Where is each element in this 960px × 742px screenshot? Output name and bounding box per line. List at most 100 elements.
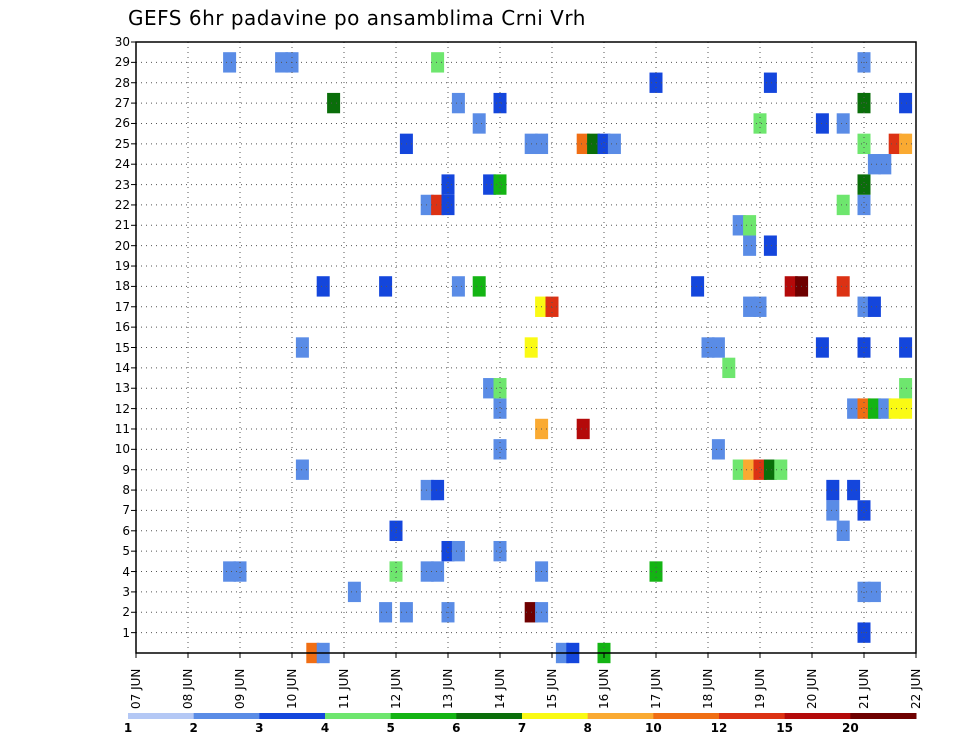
cell-44 [857, 398, 871, 419]
cell-34 [743, 459, 757, 480]
cell-39 [711, 439, 725, 460]
cell-56 [711, 337, 725, 358]
cell-12 [857, 581, 871, 603]
cell-94 [597, 133, 611, 155]
cell-67 [379, 276, 393, 297]
cell-64 [857, 296, 871, 317]
colorbar-label-4: 5 [386, 721, 395, 735]
cell-65 [867, 296, 881, 317]
colorbar-label-10: 15 [776, 721, 794, 735]
cell-59 [899, 337, 913, 358]
cell-27 [857, 500, 871, 521]
cell-15 [233, 561, 247, 582]
colorbar-swatch-5 [456, 713, 523, 719]
ytick-label-18: 18 [114, 279, 130, 294]
ytick-label-20: 20 [114, 238, 130, 253]
cell-48 [899, 398, 913, 419]
cell-14 [223, 561, 237, 582]
grid-layer [136, 42, 916, 653]
cell-69 [472, 276, 486, 297]
colorbar-label-7: 8 [583, 721, 592, 735]
cell-106 [857, 92, 871, 114]
cell-63 [753, 296, 767, 317]
xtick-label-14: 21 JUN [857, 668, 871, 709]
ytick-label-15: 15 [114, 340, 130, 355]
cell-28 [420, 479, 434, 501]
cell-104 [451, 92, 465, 114]
cell-41 [576, 418, 590, 440]
cell-57 [815, 337, 829, 358]
cell-109 [763, 72, 777, 93]
ytick-label-12: 12 [114, 401, 130, 416]
ytick-label-26: 26 [114, 116, 130, 131]
ytick-label-28: 28 [114, 75, 130, 90]
xtick-label-11: 18 JUN [701, 668, 715, 709]
colorbar-label-11: 20 [841, 721, 859, 735]
ytick-label-14: 14 [114, 360, 130, 375]
cell-98 [899, 133, 913, 155]
cell-11 [347, 581, 361, 603]
cell-102 [836, 113, 850, 134]
ytick-label-24: 24 [114, 157, 130, 172]
ytick-label-9: 9 [122, 462, 130, 477]
cell-17 [420, 561, 434, 582]
cell-74 [743, 235, 757, 256]
cell-77 [743, 215, 757, 236]
cell-83 [441, 174, 455, 195]
cell-43 [847, 398, 861, 419]
cell-75 [763, 235, 777, 256]
xtick-label-1: 08 JUN [181, 668, 195, 709]
cell-22 [451, 540, 465, 562]
cell-110 [223, 52, 237, 73]
ytick-label-22: 22 [114, 197, 130, 212]
ytick-label-4: 4 [122, 564, 130, 579]
ytick-label-10: 10 [114, 442, 130, 457]
colorbar-swatch-2 [259, 713, 326, 719]
colorbar-swatch-0 [128, 713, 195, 719]
cell-79 [431, 194, 445, 216]
cell-53 [295, 337, 309, 358]
cell-82 [857, 194, 871, 216]
xtick-label-4: 11 JUN [337, 668, 351, 709]
colorbar-swatch-3 [325, 713, 392, 719]
ytick-label-27: 27 [114, 96, 130, 111]
cell-113 [431, 52, 445, 73]
colorbar-swatch-1 [193, 713, 260, 719]
colorbar-label-2: 3 [255, 721, 264, 735]
cell-101 [815, 113, 829, 134]
cell-42 [493, 398, 507, 419]
ytick-label-2: 2 [122, 605, 130, 620]
xtick-label-0: 07 JUN [129, 668, 143, 709]
xtick-label-10: 17 JUN [649, 668, 663, 709]
colorbar-label-3: 4 [320, 721, 330, 735]
ytick-label-8: 8 [122, 483, 130, 498]
xtick-label-7: 14 JUN [493, 668, 507, 709]
cell-87 [867, 154, 881, 175]
ytick-label-25: 25 [114, 136, 130, 151]
ytick-label-1: 1 [122, 625, 130, 640]
cell-85 [493, 174, 507, 195]
cell-105 [493, 92, 507, 114]
cell-93 [587, 133, 601, 155]
cell-81 [836, 194, 850, 216]
ytick-label-23: 23 [114, 177, 130, 192]
colorbar-label-8: 10 [644, 721, 662, 735]
xtick-label-5: 12 JUN [389, 668, 403, 709]
cell-73 [836, 276, 850, 297]
cell-21 [441, 540, 455, 562]
cell-70 [691, 276, 705, 297]
cell-78 [420, 194, 434, 216]
cell-33 [732, 459, 746, 480]
colorbar-swatch-6 [522, 713, 589, 719]
colorbar-label-6: 7 [517, 721, 527, 735]
ytick-label-5: 5 [122, 544, 130, 559]
cell-38 [493, 439, 507, 460]
cell-50 [493, 378, 507, 399]
xtick-label-13: 20 JUN [805, 668, 819, 709]
ytick-label-11: 11 [114, 421, 130, 436]
cell-84 [483, 174, 497, 195]
ytick-label-30: 30 [114, 35, 130, 49]
cell-6 [379, 602, 393, 623]
cell-95 [607, 133, 621, 155]
